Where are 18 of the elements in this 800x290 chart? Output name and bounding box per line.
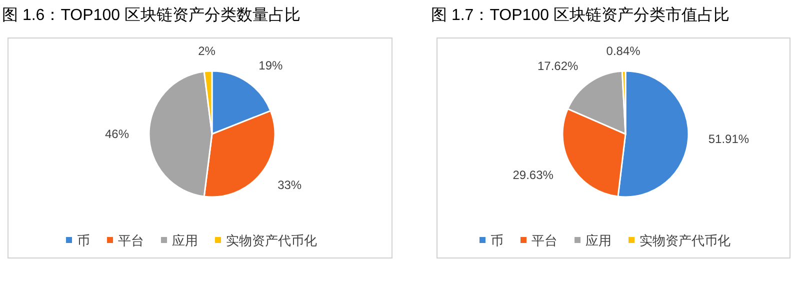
- data-label: 19%: [258, 58, 283, 72]
- data-label: 0.84%: [606, 44, 641, 58]
- data-label: 46%: [104, 127, 130, 141]
- data-label: 2%: [198, 44, 216, 58]
- legend-label: 平台: [532, 233, 558, 248]
- legend-label: 平台: [118, 233, 144, 248]
- legend-label: 应用: [586, 233, 612, 248]
- data-label: 29.63%: [512, 168, 554, 182]
- legend-label: 实物资产代币化: [226, 233, 317, 248]
- legend-label: 应用: [172, 233, 198, 248]
- data-label: 33%: [278, 178, 302, 192]
- chart-title: 图 1.7：TOP100 区块链资产分类市值占比: [431, 6, 730, 24]
- chart-title: 图 1.6：TOP100 区块链资产分类数量占比: [2, 6, 300, 24]
- legend-label: 币: [490, 233, 504, 248]
- data-label: 17.62%: [538, 58, 579, 73]
- legend-label: 实物资产代币化: [640, 233, 730, 248]
- data-label: 51.91%: [708, 132, 750, 146]
- legend-label: 币: [77, 233, 90, 248]
